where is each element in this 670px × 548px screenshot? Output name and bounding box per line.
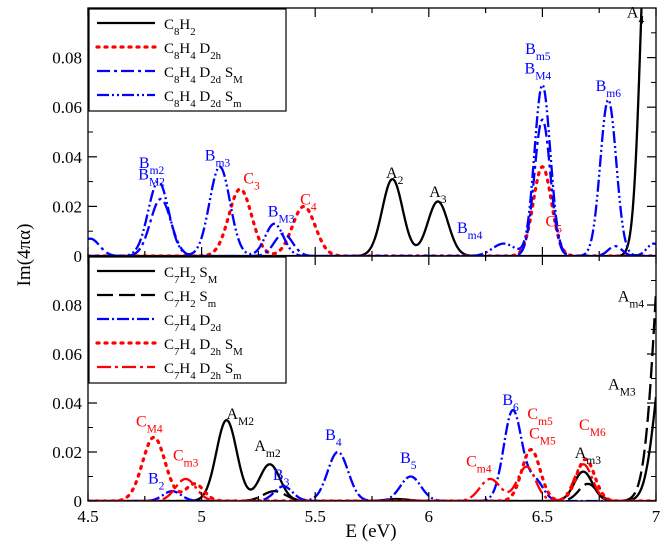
legend-box — [88, 256, 287, 384]
peak-label: CM4 — [136, 413, 163, 435]
legend-entry: C8H4 D2d Sm — [164, 89, 242, 110]
y-tick-label: 0.04 — [52, 148, 82, 167]
peak-label: B5 — [400, 450, 417, 472]
peak-label: AM2 — [226, 406, 254, 428]
y-tick-label: 0.04 — [52, 394, 82, 413]
legend-entry: C8H4 D2h — [164, 41, 222, 62]
y-tick-label: 0 — [74, 247, 83, 266]
peak-label: Am4 — [618, 288, 645, 310]
peak-label: A2 — [386, 165, 404, 187]
y-axis-label: Im(4πα) — [14, 224, 35, 287]
series-line-0-1 — [88, 164, 656, 256]
peak-label: B4 — [325, 427, 342, 449]
series-line-0-3 — [88, 83, 656, 256]
peak-label: C3 — [243, 171, 260, 193]
legend: C8H2 C8H4 D2h C8H4 D2d SM C8H4 D2d Sm — [88, 8, 287, 112]
peak-label: B6 — [502, 392, 519, 414]
x-tick-label: 6.5 — [532, 507, 553, 526]
peak-label: B2 — [148, 470, 165, 492]
peak-label: A4 — [627, 4, 645, 26]
y-tick-label: 0.02 — [52, 443, 82, 462]
peak-label: Bm5 — [525, 41, 551, 63]
legend-entry: C7H4 D2h Sm — [164, 361, 242, 382]
peak-label: Bm2 — [139, 155, 165, 177]
peak-label: Bm3 — [205, 148, 231, 170]
peak-label: Bm4 — [457, 220, 483, 242]
y-tick-label: 0.06 — [52, 98, 82, 117]
peak-label: CM5 — [529, 426, 556, 448]
peak-label: AM3 — [608, 377, 636, 399]
peak-label: BM3 — [268, 203, 295, 225]
x-tick-label: 4.5 — [77, 507, 98, 526]
legend-entry: C7H2 Sm — [164, 289, 217, 310]
peak-label: Cm5 — [527, 406, 553, 428]
peak-label: Bm6 — [596, 78, 622, 100]
peak-label: BM4 — [525, 61, 552, 83]
peak-label: Cm4 — [466, 454, 492, 476]
legend-entry: C8H2 — [164, 17, 196, 38]
y-tick-label: 0.08 — [52, 296, 82, 315]
x-tick-label: 6 — [425, 507, 434, 526]
y-tick-label: 0 — [74, 492, 83, 511]
y-tick-label: 0.06 — [52, 345, 82, 364]
x-axis-label: E (eV) — [345, 521, 396, 542]
peak-label: B3 — [273, 467, 290, 489]
legend-box — [88, 8, 287, 112]
y-tick-label: 0.08 — [52, 49, 82, 68]
peak-label: Cm3 — [173, 448, 199, 470]
peak-label: A3 — [429, 184, 447, 206]
bottom-panel: 0 0.02 0.04 0.06 0.08 4.5 5 5.5 6 6.5 7 CM4 Cm3 B2 AM2… — [52, 255, 661, 526]
legend-entry: C7H2 SM — [164, 265, 218, 286]
legend: C7H2 SM C7H2 Sm C7H4 D2d C7H4 D2h SM C7H4 D2… — [88, 256, 287, 384]
series-line-0-0 — [88, 8, 643, 256]
peak-label: BM2 — [138, 167, 165, 189]
series-line-1-4 — [88, 463, 656, 501]
peak-label: CM6 — [579, 417, 606, 439]
peak-label: Am3 — [575, 445, 602, 467]
x-tick-label: 7 — [652, 507, 661, 526]
peak-label: C5 — [546, 214, 563, 236]
x-tick-label: 5 — [197, 507, 206, 526]
series-line-0-2 — [88, 118, 656, 256]
peak-label: Am2 — [254, 438, 281, 460]
legend-entry: C8H4 D2d SM — [164, 65, 243, 86]
peak-label: C4 — [300, 191, 317, 213]
legend-entry: C7H4 D2d — [164, 313, 222, 334]
y-tick-label: 0.02 — [52, 197, 82, 216]
legend-entry: C7H4 D2h SM — [164, 337, 243, 358]
x-tick-label: 5.5 — [305, 507, 326, 526]
